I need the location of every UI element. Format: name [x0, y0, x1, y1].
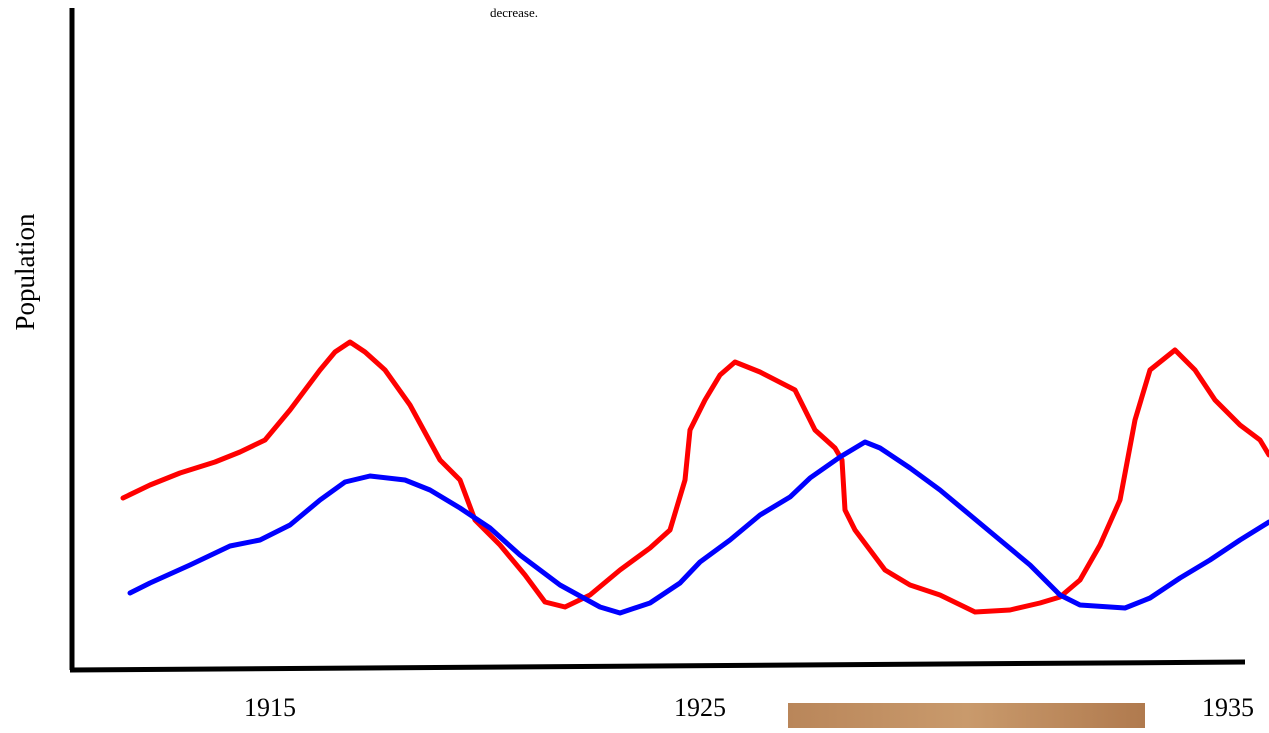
x-axis	[69, 659, 1246, 673]
x-label: 1915	[244, 693, 296, 722]
image-thumbnail	[788, 703, 1145, 728]
caption-fragment: decrease.	[490, 5, 538, 20]
x-label: 1935	[1202, 693, 1254, 722]
prey-curve	[127, 439, 1269, 616]
y-axis-label: Population	[10, 213, 40, 331]
predator-curve	[120, 339, 1269, 615]
x-label: 1925	[674, 693, 726, 722]
